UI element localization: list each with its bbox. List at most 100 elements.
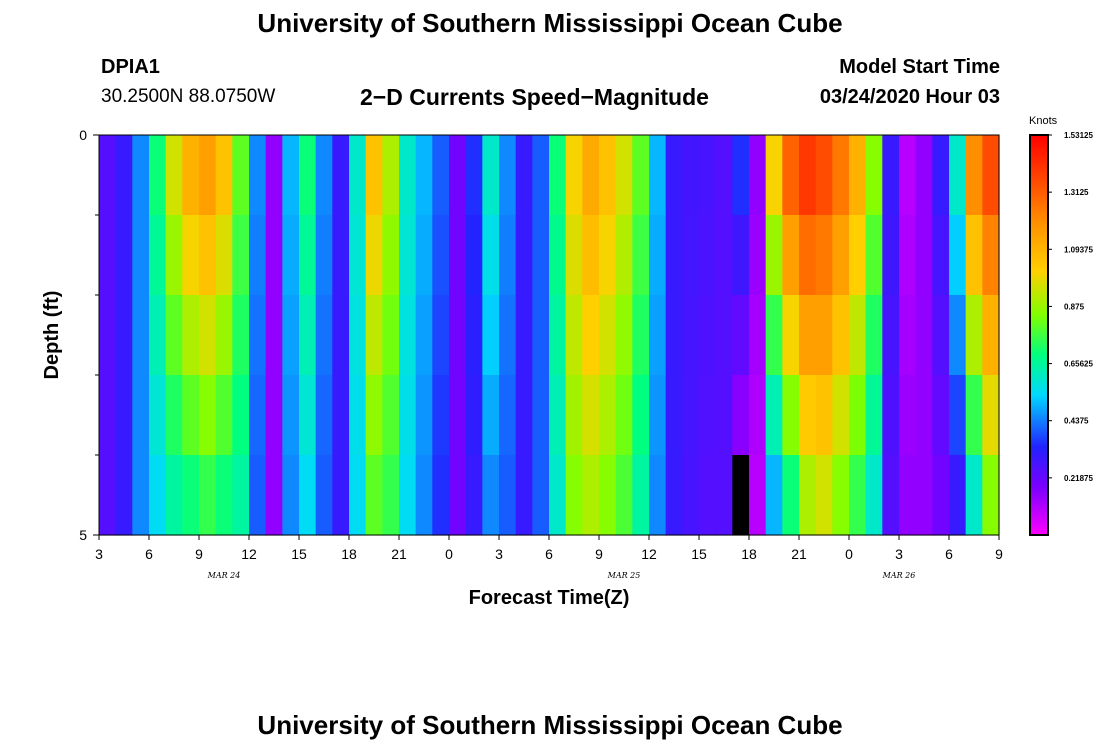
heatmap-cell (799, 375, 817, 456)
heatmap-cell (432, 215, 450, 296)
heatmap-cell (349, 135, 367, 216)
heatmap-cell (182, 455, 200, 536)
heatmap-cell (115, 375, 133, 456)
heatmap-cell (449, 375, 467, 456)
heatmap-cell (865, 455, 883, 536)
heatmap-cell (682, 295, 700, 376)
heatmap-cell (982, 215, 1000, 296)
heatmap-cell (599, 455, 617, 536)
heatmap-cell (632, 455, 650, 536)
heatmap-cell (849, 135, 867, 216)
heatmap-cell (782, 135, 800, 216)
heatmap-cell (682, 215, 700, 296)
heatmap-cell (149, 295, 167, 376)
heatmap-cell (799, 215, 817, 296)
heatmap-cell (682, 375, 700, 456)
colorbar: Knots 1.53125 1.3125 1.09375 0.875 0.65625 0.… (1029, 115, 1093, 536)
heatmap-cell (882, 295, 900, 376)
heatmap-cell (265, 455, 283, 536)
station-id: DPIA1 (101, 56, 160, 78)
heatmap-cell (932, 295, 950, 376)
heatmap-cell (299, 135, 317, 216)
heatmap-cell (149, 375, 167, 456)
heatmap-cell (565, 135, 583, 216)
heatmap-cell (565, 295, 583, 376)
heatmap-cell (299, 295, 317, 376)
heatmap-cell (349, 295, 367, 376)
heatmap-cell (715, 135, 733, 216)
heatmap-cell (115, 215, 133, 296)
heatmap-cell (882, 455, 900, 536)
heatmap-cell (199, 375, 217, 456)
heatmap-cell (399, 375, 417, 456)
heatmap-cell (149, 135, 167, 216)
heatmap-cell (799, 135, 817, 216)
x-tick-label: 6 (145, 546, 153, 562)
heatmap-cell (515, 375, 533, 456)
heatmap-cell (849, 455, 867, 536)
heatmap-cell (415, 375, 433, 456)
heatmap-cell (815, 215, 833, 296)
colorbar-unit: Knots (1029, 115, 1058, 127)
heatmap-cell (182, 135, 200, 216)
heatmap-cell (899, 455, 917, 536)
heatmap-cell (482, 375, 500, 456)
x-tick-label: 9 (595, 546, 603, 562)
heatmap-cell (765, 455, 783, 536)
heatmap-cell (932, 135, 950, 216)
heatmap-cell (415, 455, 433, 536)
colorbar-tick-label: 1.53125 (1064, 131, 1093, 140)
heatmap-cell (832, 295, 850, 376)
model-start-value: 03/24/2020 Hour 03 (819, 86, 1000, 108)
x-tick-label: 3 (495, 546, 503, 562)
heatmap-cell (282, 375, 300, 456)
heatmap-cell (432, 135, 450, 216)
heatmap-cell (232, 135, 250, 216)
y-tick-label: 5 (79, 527, 87, 543)
heatmap-cell (849, 375, 867, 456)
heatmap-cell (832, 215, 850, 296)
heatmap-cell (315, 295, 333, 376)
heatmap-cell (415, 215, 433, 296)
heatmap-cell (882, 135, 900, 216)
heatmap-cell (482, 295, 500, 376)
heatmap-cell (782, 295, 800, 376)
heatmap-cell (699, 455, 717, 536)
heatmap-cell (582, 215, 600, 296)
heatmap-cell (132, 135, 150, 216)
heatmap-cell (949, 135, 967, 216)
y-axis-label: Depth (ft) (41, 291, 63, 380)
heatmap-cell (915, 295, 933, 376)
heatmap-cell (899, 215, 917, 296)
heatmap-cell (549, 295, 567, 376)
y-axis: 05 (79, 127, 99, 543)
heatmap-cell (332, 215, 350, 296)
heatmap-cell (832, 375, 850, 456)
heatmap-cell (299, 215, 317, 296)
heatmap-cell (382, 295, 400, 376)
heatmap-cell (199, 215, 217, 296)
heatmap-cell (249, 455, 267, 536)
heatmap-cell (949, 375, 967, 456)
heatmap-cell (865, 295, 883, 376)
heatmap-cell (565, 215, 583, 296)
x-tick-label: 18 (741, 546, 757, 562)
x-tick-label: 6 (545, 546, 553, 562)
chart-title: University of Southern Mississippi Ocean… (257, 8, 843, 38)
heatmap-cell (932, 455, 950, 536)
day-label: MAR 26 (882, 571, 916, 580)
heatmap-cell (165, 455, 183, 536)
heatmap-cell (682, 455, 700, 536)
heatmap-cell (749, 215, 767, 296)
heatmap-cell (849, 295, 867, 376)
colorbar-tick-label: 0.65625 (1064, 360, 1093, 369)
heatmap-cell (665, 375, 683, 456)
heatmap-cell (332, 455, 350, 536)
heatmap-cell (882, 375, 900, 456)
heatmap-cell (732, 135, 750, 216)
heatmap-cell (949, 295, 967, 376)
heatmap-cell (665, 455, 683, 536)
heatmap-cell (915, 375, 933, 456)
heatmap-cell (432, 375, 450, 456)
heatmap-cell (449, 455, 467, 536)
